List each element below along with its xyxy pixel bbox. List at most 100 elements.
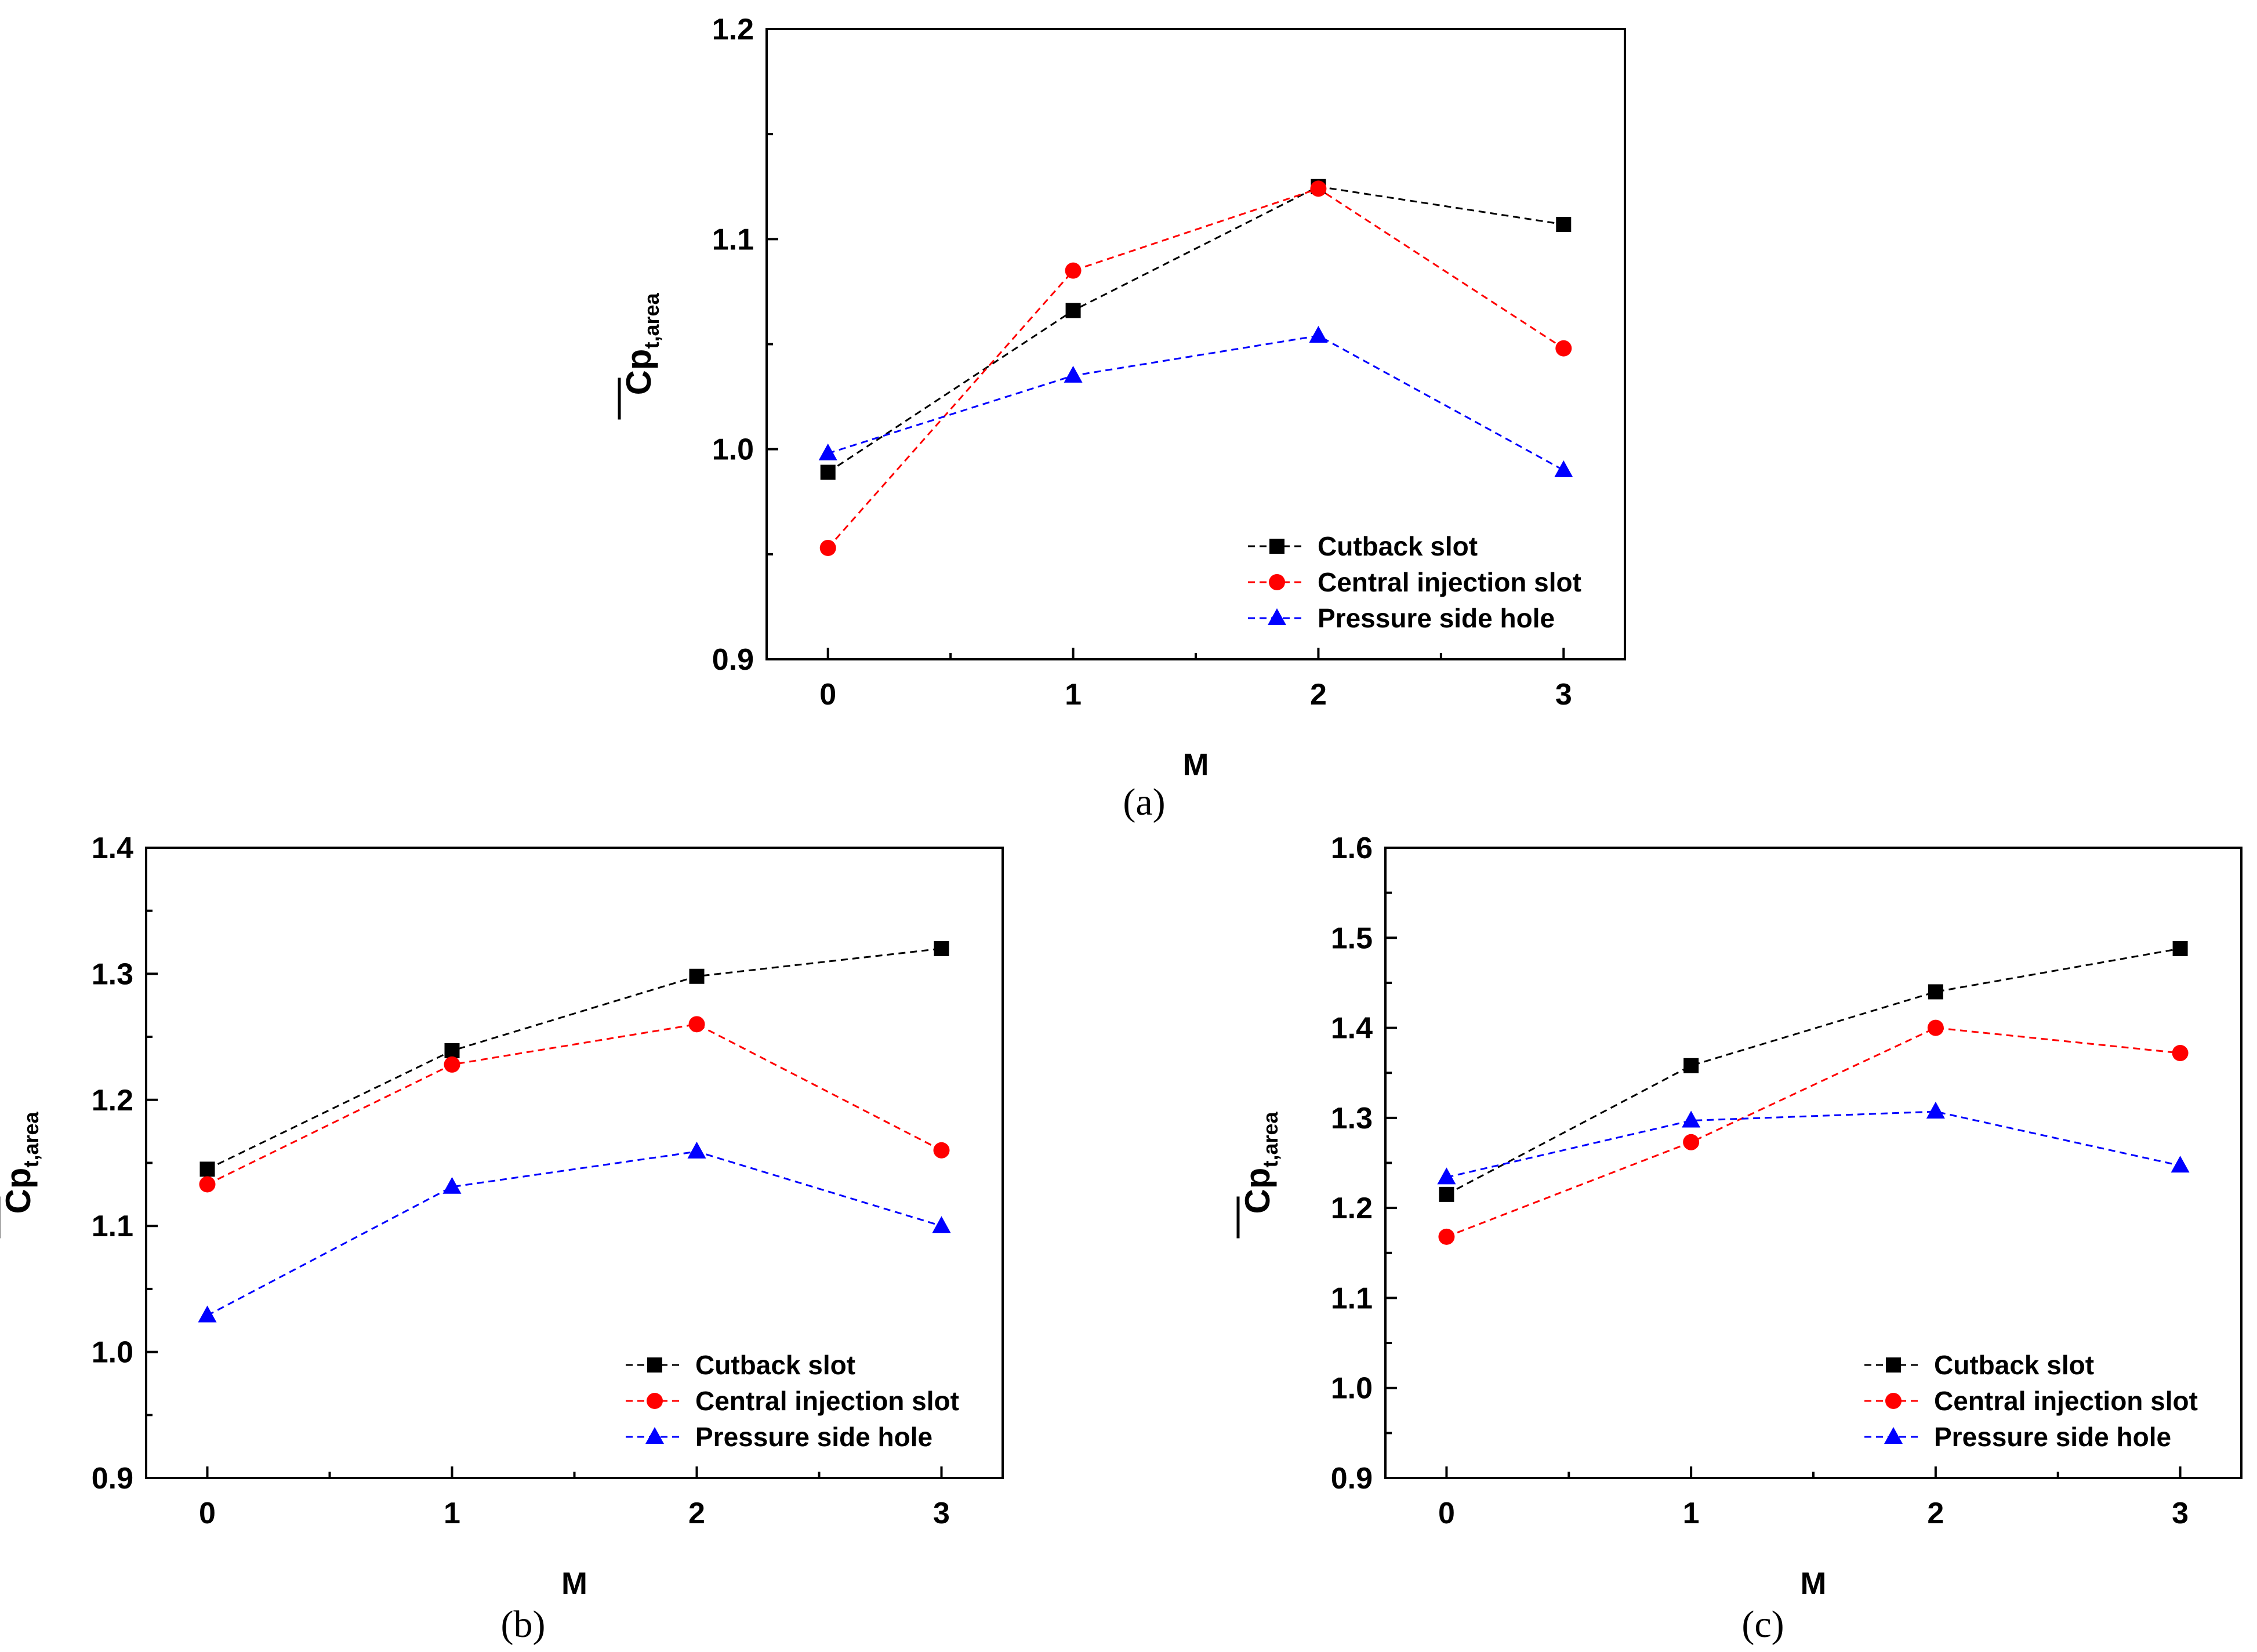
data-point-series-2: [1926, 1101, 1945, 1119]
data-point-series-0: [444, 1043, 460, 1059]
x-axis-title: M: [561, 1566, 587, 1601]
data-point-series-1: [1555, 340, 1572, 357]
data-point-series-1: [1065, 262, 1082, 279]
data-point-series-2: [1682, 1110, 1701, 1128]
y-axis-title-subscript: t,area: [640, 293, 663, 349]
chart-panel-c: 0 1 2 3 0.9 1.0 1.1 1.2 1.3 1.4 1.5 1.6 M Cpt,area Cut…: [1236, 832, 2243, 1646]
y-axis-title-main: Cp: [0, 1168, 38, 1214]
panel-label: (a): [1123, 781, 1165, 823]
x-tick-label: 1: [444, 1497, 460, 1530]
series-line-2: [1446, 1110, 2180, 1178]
y-axis-title-main: Cp: [619, 349, 658, 395]
x-tick-label: 3: [1555, 678, 1572, 711]
data-point-series-1: [2172, 1045, 2189, 1062]
y-tick-label: 1.4: [92, 832, 133, 865]
plot-frame: [765, 28, 1626, 660]
legend-label-0: Cutback slot: [1934, 1350, 2094, 1380]
data-point-series-0: [1683, 1058, 1699, 1073]
y-axis-title-subscript: t,area: [1258, 1112, 1282, 1168]
panel-label: (b): [501, 1603, 546, 1646]
y-axis-title-text: Cpt,area: [1238, 1112, 1282, 1214]
legend-marker-2: [645, 1427, 664, 1444]
series-line-1: [206, 1023, 942, 1185]
x-tick-label: 0: [199, 1497, 216, 1530]
x-tick-label: 1: [1683, 1497, 1700, 1530]
panel-label: (c): [1741, 1603, 1784, 1646]
y-tick-label: 1.1: [92, 1210, 133, 1243]
data-point-series-2: [932, 1216, 951, 1233]
y-tick-label: 1.2: [92, 1084, 133, 1117]
x-tick-label: 0: [819, 678, 836, 711]
data-point-series-1: [688, 1016, 705, 1033]
series-line-0: [827, 186, 1564, 473]
data-point-series-2: [1064, 365, 1083, 383]
data-point-series-2: [687, 1141, 706, 1159]
series-line-0: [1446, 947, 2180, 1196]
legend-marker-2: [1884, 1427, 1903, 1444]
data-point-series-2: [442, 1177, 462, 1194]
data-point-series-1: [933, 1142, 950, 1159]
legend-marker-1: [1269, 574, 1285, 590]
data-point-series-1: [1927, 1019, 1944, 1036]
data-point-series-2: [198, 1305, 217, 1323]
legend-label-0: Cutback slot: [695, 1350, 855, 1380]
plot-frame: [145, 847, 1004, 1479]
y-tick-label: 1.1: [712, 223, 754, 256]
legend-marker-1: [647, 1393, 663, 1409]
chart-panel-a: 0 1 2 3 0.9 1.0 1.1 1.2 M Cpt,area Cutback slot Cen…: [618, 13, 1626, 823]
y-tick-label: 1.6: [1331, 832, 1373, 865]
series-line-1: [827, 187, 1565, 549]
y-tick-label: 1.3: [92, 957, 133, 991]
y-tick-label: 1.1: [1331, 1281, 1373, 1315]
y-tick-label: 1.0: [712, 433, 754, 467]
legend-label-2: Pressure side hole: [695, 1422, 932, 1452]
x-axis-title: M: [1801, 1566, 1827, 1601]
data-point-series-2: [1437, 1167, 1456, 1185]
x-tick-label: 0: [1438, 1497, 1455, 1530]
data-point-series-2: [818, 443, 837, 460]
y-axis-title: Cpt,area: [1236, 1112, 1282, 1239]
data-point-series-0: [1439, 1186, 1454, 1202]
data-point-series-2: [1309, 326, 1328, 343]
legend-marker-0: [1269, 539, 1284, 554]
data-point-series-2: [1554, 460, 1573, 477]
y-axis-title: Cpt,area: [0, 1112, 43, 1239]
data-point-series-1: [444, 1056, 460, 1073]
y-axis-title-main: Cp: [1238, 1168, 1277, 1214]
x-tick-label: 2: [688, 1497, 705, 1530]
legend-label-2: Pressure side hole: [1318, 603, 1555, 633]
data-point-series-0: [199, 1161, 215, 1177]
series-line-0: [206, 947, 942, 1170]
y-axis-title-text: Cpt,area: [619, 293, 663, 395]
x-tick-label: 3: [2172, 1497, 2189, 1530]
data-point-series-1: [199, 1176, 216, 1193]
y-axis-title-subscript: t,area: [19, 1112, 43, 1168]
series-line-1: [1446, 1027, 2180, 1238]
legend-label-1: Central injection slot: [1318, 567, 1581, 597]
legend-marker-0: [1886, 1357, 1901, 1373]
chart-panel-b: 0 1 2 3 0.9 1.0 1.1 1.2 1.3 1.4 M Cpt,area Cutback s…: [0, 832, 1004, 1646]
data-point-series-0: [1928, 984, 1943, 1000]
data-point-series-2: [2171, 1156, 2190, 1173]
legend-label-2: Pressure side hole: [1934, 1422, 2171, 1452]
series-line-2: [828, 335, 1565, 471]
y-tick-label: 1.4: [1331, 1012, 1373, 1045]
legend-label-0: Cutback slot: [1318, 531, 1478, 561]
data-point-series-0: [689, 968, 705, 984]
data-point-series-1: [1683, 1134, 1700, 1150]
data-point-series-1: [1310, 180, 1327, 197]
x-axis-title: M: [1183, 747, 1209, 782]
legend-label-1: Central injection slot: [1934, 1386, 2198, 1416]
y-tick-label: 0.9: [1331, 1462, 1373, 1495]
x-tick-label: 3: [933, 1497, 950, 1530]
x-tick-label: 2: [1310, 678, 1327, 711]
data-point-series-0: [2172, 941, 2188, 956]
y-axis-title-text: Cpt,area: [0, 1112, 43, 1214]
data-point-series-0: [1065, 303, 1081, 318]
data-point-series-1: [819, 539, 836, 556]
plot-frame: [1384, 847, 2243, 1479]
y-tick-label: 1.0: [92, 1336, 133, 1370]
legend-marker-1: [1885, 1393, 1902, 1409]
legend-marker-0: [647, 1357, 662, 1373]
y-tick-label: 0.9: [712, 643, 754, 677]
